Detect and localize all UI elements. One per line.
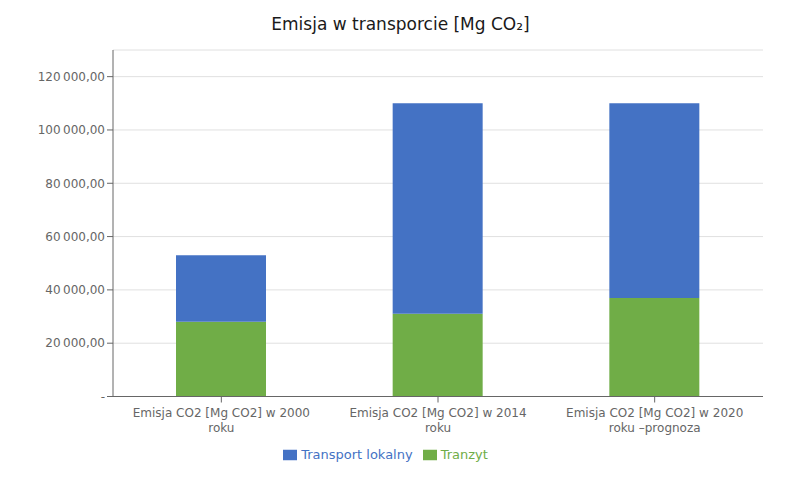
svg-text:-: - [101,390,105,404]
svg-text:120 000,00: 120 000,00 [38,70,105,84]
svg-text:20 000,00: 20 000,00 [45,336,105,350]
svg-text:60 000,00: 60 000,00 [45,230,105,244]
svg-text:Emisja CO2 [Mg CO2] w 2020roku: Emisja CO2 [Mg CO2] w 2020roku –prognoza [566,406,743,435]
svg-text:40 000,00: 40 000,00 [45,283,105,297]
svg-text:80 000,00: 80 000,00 [45,177,105,191]
html-text:Tranzyt: Tranzyt [440,446,488,462]
svg-text:Emisja CO2 [Mg CO2] w 2000roku: Emisja CO2 [Mg CO2] w 2000roku [133,406,310,435]
html-text:Transport lokalny: Transport lokalny [301,446,413,462]
svg-text:Emisja CO2 [Mg CO2] w 2014roku: Emisja CO2 [Mg CO2] w 2014roku [349,406,526,435]
svg-text:100 000,00: 100 000,00 [38,123,105,137]
html-text:Emisja w transporcie [Mg CO₂]: Emisja w transporcie [Mg CO₂] [271,14,530,34]
